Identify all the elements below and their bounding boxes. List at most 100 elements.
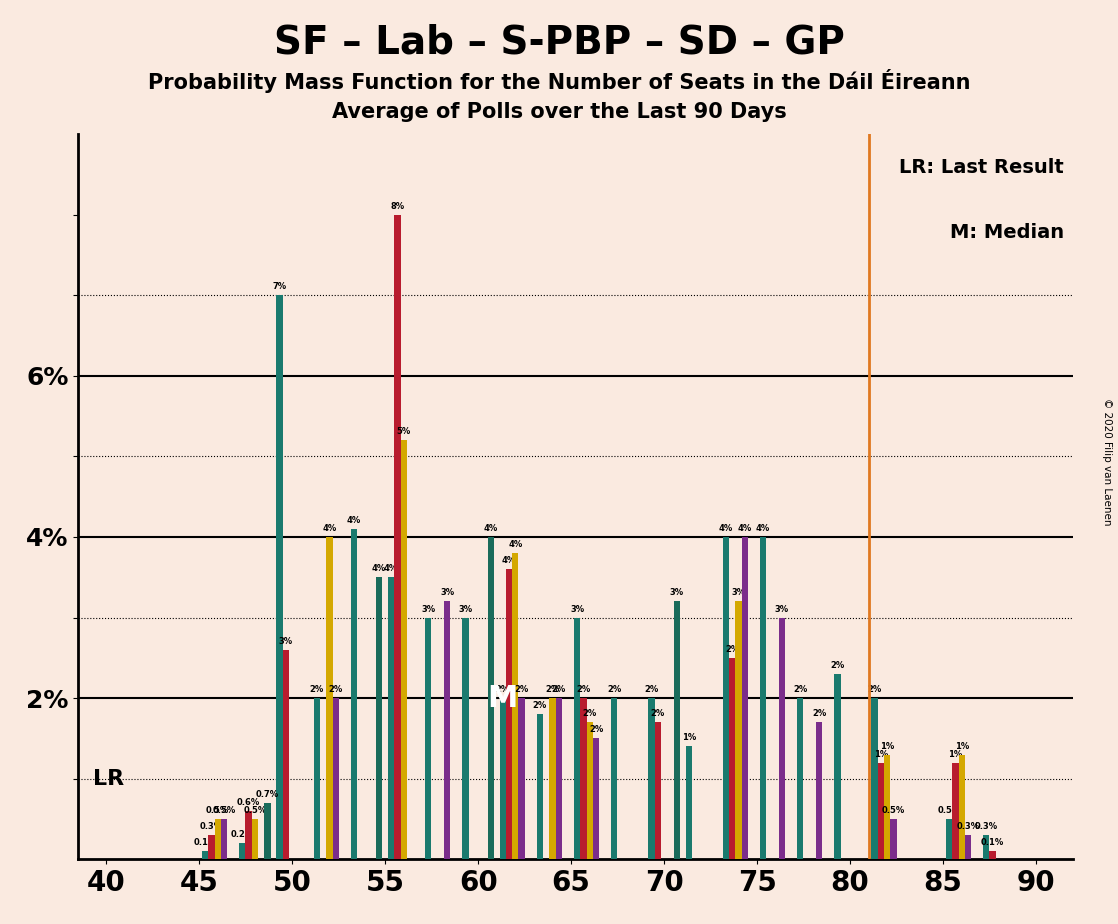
Text: 0.5%: 0.5% xyxy=(212,806,236,815)
Bar xyxy=(760,537,766,859)
Text: 1%: 1% xyxy=(874,749,888,759)
Text: 0.5%: 0.5% xyxy=(244,806,266,815)
Text: Average of Polls over the Last 90 Days: Average of Polls over the Last 90 Days xyxy=(332,102,786,122)
Text: 2%: 2% xyxy=(582,710,597,718)
Text: 8%: 8% xyxy=(390,201,405,211)
Text: 4%: 4% xyxy=(738,524,752,533)
Bar xyxy=(574,617,580,859)
Text: 0.6%: 0.6% xyxy=(237,798,260,807)
Bar xyxy=(797,699,804,859)
Bar xyxy=(722,537,729,859)
Bar xyxy=(376,578,382,859)
Text: 0.3%: 0.3% xyxy=(957,822,979,831)
Bar xyxy=(587,723,593,859)
Text: 2%: 2% xyxy=(329,685,343,694)
Bar xyxy=(221,819,227,859)
Text: 4%: 4% xyxy=(719,524,733,533)
Bar xyxy=(884,755,890,859)
Bar xyxy=(549,699,556,859)
Bar xyxy=(463,617,468,859)
Bar xyxy=(946,819,953,859)
Text: 4%: 4% xyxy=(347,516,361,525)
Bar xyxy=(989,851,996,859)
Bar xyxy=(872,699,878,859)
Text: 2%: 2% xyxy=(651,710,665,718)
Text: 0.2%: 0.2% xyxy=(230,830,254,839)
Text: 2%: 2% xyxy=(551,685,566,694)
Bar xyxy=(655,723,661,859)
Text: 2%: 2% xyxy=(726,645,739,654)
Text: 3%: 3% xyxy=(421,604,435,614)
Text: 4%: 4% xyxy=(322,524,337,533)
Bar xyxy=(890,819,897,859)
Text: 4%: 4% xyxy=(484,524,498,533)
Text: SF – Lab – S-PBP – SD – GP: SF – Lab – S-PBP – SD – GP xyxy=(274,23,844,61)
Text: LR: LR xyxy=(93,769,124,789)
Text: 1%: 1% xyxy=(955,742,969,750)
Bar xyxy=(332,699,339,859)
Text: 5%: 5% xyxy=(397,427,410,436)
Bar xyxy=(425,617,432,859)
Bar xyxy=(215,819,221,859)
Bar xyxy=(395,214,400,859)
Text: 4%: 4% xyxy=(756,524,770,533)
Bar xyxy=(729,658,736,859)
Bar xyxy=(252,819,258,859)
Bar xyxy=(313,699,320,859)
Text: 0.1%: 0.1% xyxy=(193,838,217,847)
Bar xyxy=(537,714,543,859)
Bar xyxy=(674,602,680,859)
Bar xyxy=(612,699,617,859)
Text: 7%: 7% xyxy=(273,282,286,291)
Bar xyxy=(958,755,965,859)
Text: 1%: 1% xyxy=(948,749,963,759)
Bar xyxy=(878,762,884,859)
Bar xyxy=(519,699,524,859)
Text: 2%: 2% xyxy=(868,685,882,694)
Bar xyxy=(400,440,407,859)
Bar xyxy=(444,602,451,859)
Text: 2%: 2% xyxy=(589,725,604,735)
Bar xyxy=(202,851,208,859)
Bar xyxy=(487,537,494,859)
Text: 2%: 2% xyxy=(793,685,807,694)
Text: 2%: 2% xyxy=(607,685,622,694)
Text: 2%: 2% xyxy=(576,685,590,694)
Text: 0.5%: 0.5% xyxy=(937,806,960,815)
Bar xyxy=(736,602,741,859)
Text: 2%: 2% xyxy=(310,685,324,694)
Bar xyxy=(965,835,972,859)
Text: 4%: 4% xyxy=(372,565,387,573)
Text: 3%: 3% xyxy=(731,589,746,598)
Text: 2%: 2% xyxy=(644,685,659,694)
Text: 0.1%: 0.1% xyxy=(980,838,1004,847)
Text: M: Median: M: Median xyxy=(950,223,1064,242)
Bar xyxy=(741,537,748,859)
Bar xyxy=(500,699,505,859)
Bar xyxy=(556,699,562,859)
Bar xyxy=(779,617,785,859)
Bar xyxy=(326,537,332,859)
Text: 1%: 1% xyxy=(682,734,695,743)
Text: 2%: 2% xyxy=(831,661,844,670)
Text: 0.3%: 0.3% xyxy=(975,822,997,831)
Bar xyxy=(351,529,357,859)
Bar xyxy=(246,811,252,859)
Text: 2%: 2% xyxy=(533,701,547,711)
Bar xyxy=(208,835,215,859)
Bar xyxy=(593,738,599,859)
Bar xyxy=(983,835,989,859)
Text: 0.5%: 0.5% xyxy=(882,806,906,815)
Text: LR: Last Result: LR: Last Result xyxy=(899,158,1064,177)
Bar xyxy=(816,723,823,859)
Text: 3%: 3% xyxy=(570,604,584,614)
Text: 1%: 1% xyxy=(880,742,894,750)
Text: 4%: 4% xyxy=(502,556,517,565)
Bar xyxy=(834,674,841,859)
Text: 2%: 2% xyxy=(812,710,826,718)
Bar xyxy=(580,699,587,859)
Text: 3%: 3% xyxy=(775,604,789,614)
Text: © 2020 Filip van Laenen: © 2020 Filip van Laenen xyxy=(1102,398,1112,526)
Bar xyxy=(953,762,958,859)
Text: Probability Mass Function for the Number of Seats in the Dáil Éireann: Probability Mass Function for the Number… xyxy=(148,69,970,93)
